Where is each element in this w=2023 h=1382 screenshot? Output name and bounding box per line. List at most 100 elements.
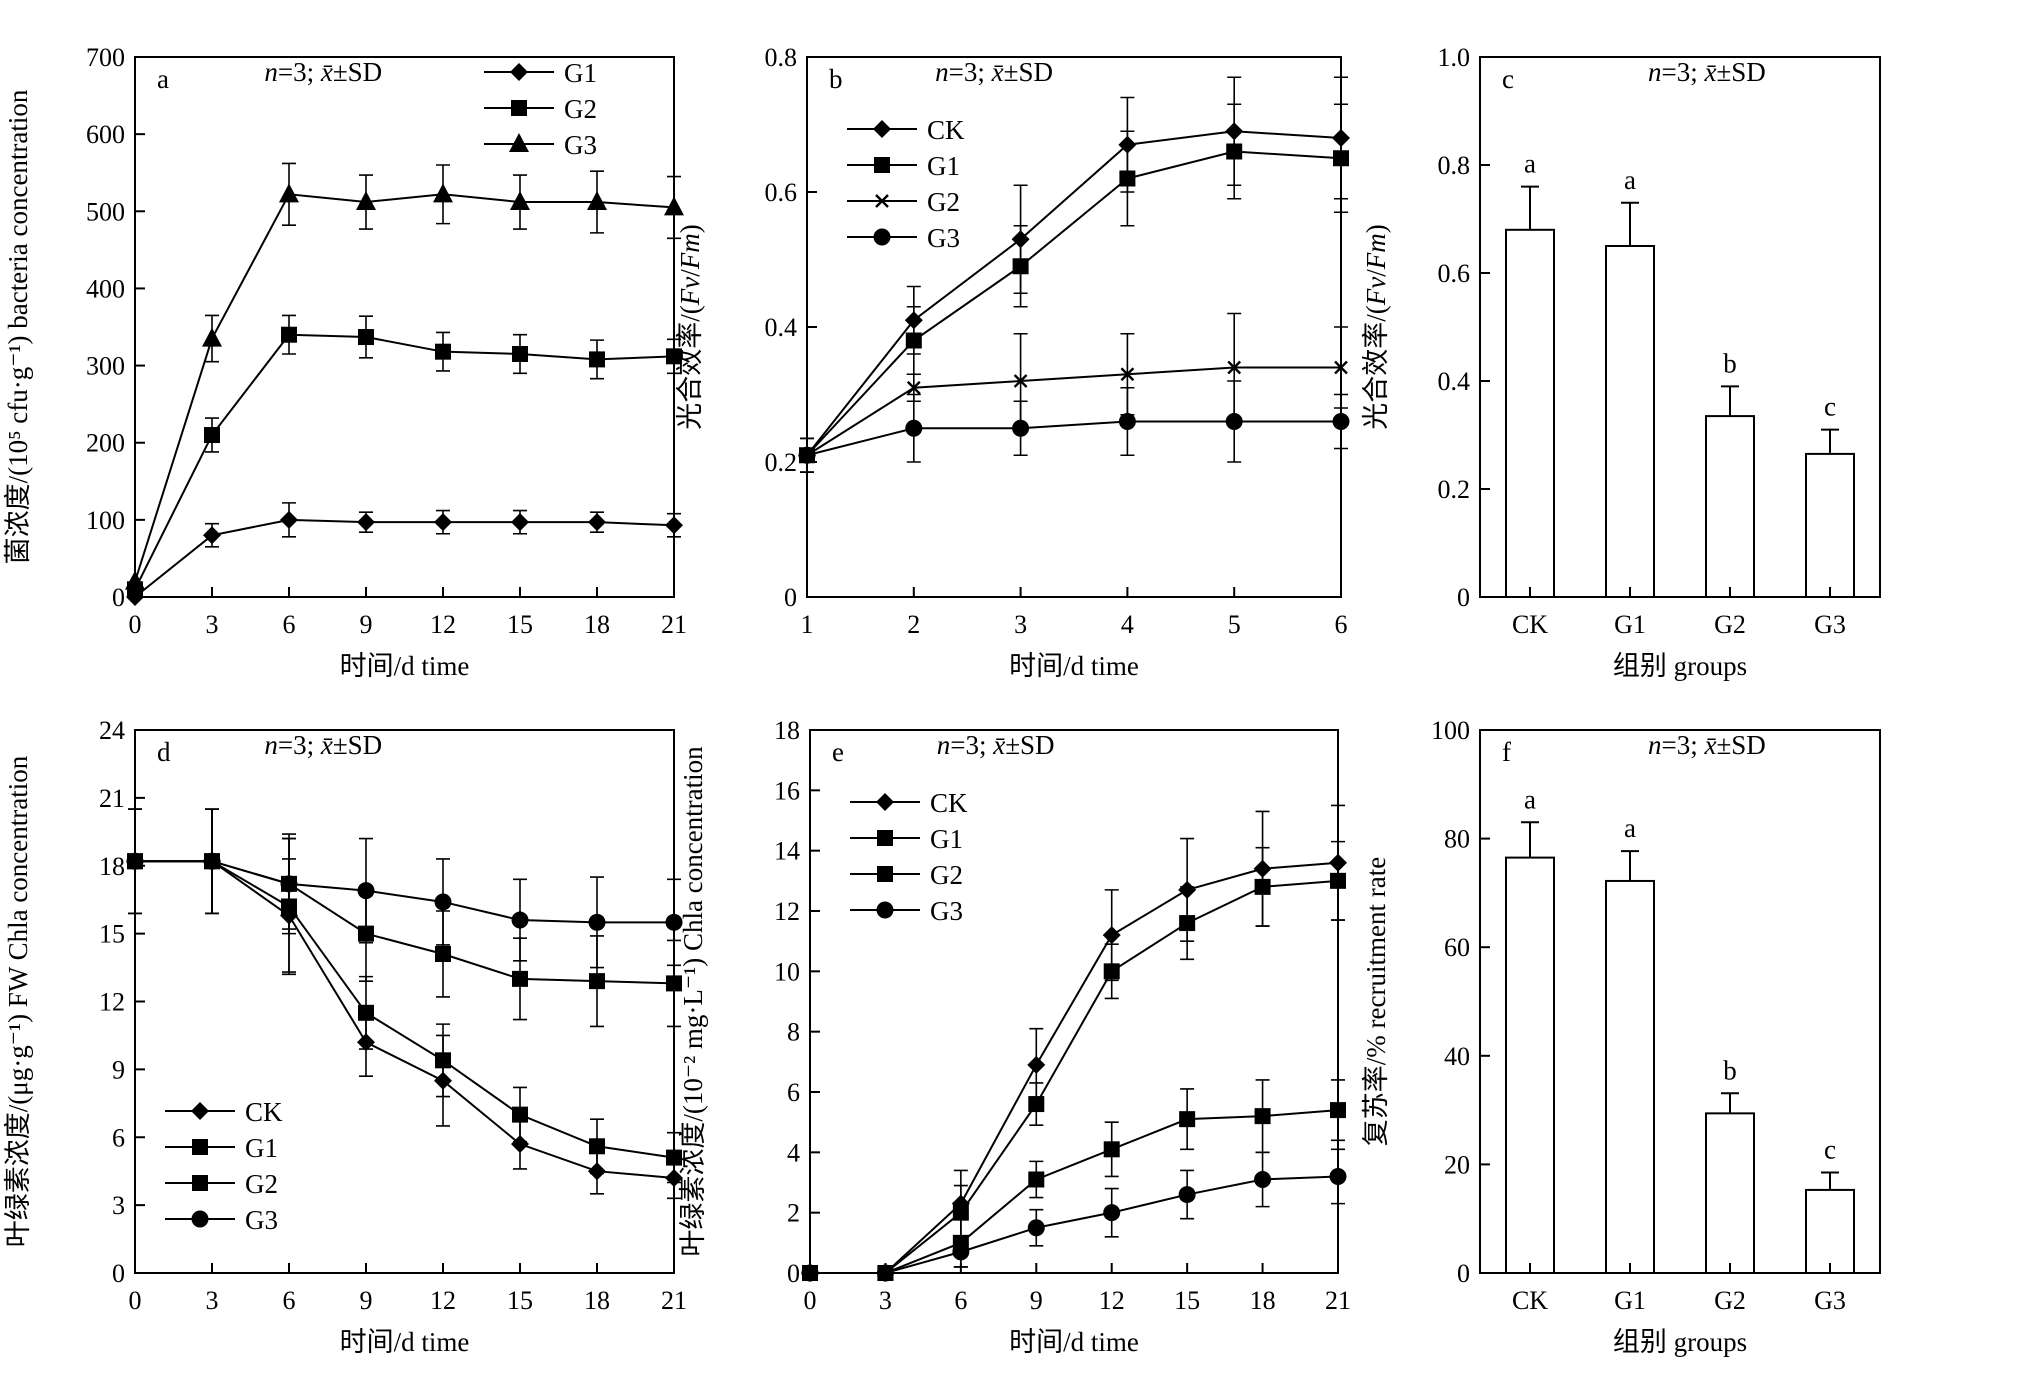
y-tick-label-c: 0.8 xyxy=(1438,151,1471,180)
error-bar xyxy=(1821,428,1839,454)
y-tick-label-b: 0 xyxy=(784,583,797,612)
legend-marker-G2 xyxy=(511,100,527,116)
y-axis-label-d: 叶绿素浓度/(μg·g⁻¹) FW Chla concentration xyxy=(3,755,33,1247)
data-point xyxy=(952,1204,969,1221)
data-point xyxy=(1120,367,1135,382)
legend-label-G1: G1 xyxy=(930,824,963,854)
series-b-G2 xyxy=(800,312,1348,473)
y-tick-label-b: 0.2 xyxy=(765,448,798,477)
y-tick-label-b: 0.8 xyxy=(765,43,798,72)
y-tick-label-d: 6 xyxy=(112,1123,125,1152)
y-tick-label-f: 100 xyxy=(1431,716,1470,745)
data-point xyxy=(665,913,683,931)
legend-marker-G2 xyxy=(192,1175,208,1191)
x-tick-label-a: 9 xyxy=(360,610,373,639)
series-line-CK xyxy=(806,130,1342,456)
bar-G1 xyxy=(1605,245,1655,598)
bar-G3 xyxy=(1805,452,1855,598)
data-point xyxy=(126,852,144,870)
y-tick-label-a: 200 xyxy=(86,429,125,458)
y-tick-label-c: 0.6 xyxy=(1438,259,1471,288)
legend-marker-G2 xyxy=(877,866,893,882)
series-line-G2 xyxy=(134,333,675,590)
legend-label-CK: CK xyxy=(927,115,965,145)
series-line-G3 xyxy=(806,420,1341,457)
data-point xyxy=(511,1135,529,1154)
x-tick-label-b: 2 xyxy=(907,610,920,639)
data-point xyxy=(1334,360,1348,375)
series-line-G3 xyxy=(134,193,675,582)
data-point xyxy=(1329,1167,1347,1185)
x-tick-label-d: 15 xyxy=(507,1286,533,1315)
y-tick-label-e: 12 xyxy=(774,897,800,926)
data-point xyxy=(588,913,606,931)
x-tick-label-e: 15 xyxy=(1174,1286,1200,1315)
data-point xyxy=(203,852,221,870)
data-point xyxy=(434,893,452,911)
legend-label-G2: G2 xyxy=(564,94,597,124)
bar-G3 xyxy=(1805,1188,1855,1275)
data-point xyxy=(1027,1055,1046,1074)
y-axis-label-b: 光合效率/(Fv/Fm) xyxy=(675,224,705,430)
x-tick-label-a: 12 xyxy=(430,610,456,639)
legend-marker-G3 xyxy=(191,1210,209,1228)
legend-label-G3: G3 xyxy=(927,223,960,253)
series-line-G2 xyxy=(810,1109,1339,1274)
y-tick-label-d: 24 xyxy=(99,716,125,745)
data-point xyxy=(1333,150,1349,167)
data-point xyxy=(204,427,220,443)
category-label-G1: G1 xyxy=(1614,610,1646,639)
data-point xyxy=(1028,1171,1045,1188)
data-point xyxy=(435,1052,451,1069)
data-point xyxy=(905,419,923,437)
bar-CK xyxy=(1505,856,1555,1274)
legend-d: CK G1 G2 G3 xyxy=(165,1097,283,1235)
data-point xyxy=(1227,360,1242,375)
panel-d: 0 3 6 9 12 15 18 21 24 0 3 6 9 12 15 18 21 CK G1 G2 G3 d n=3; … xyxy=(3,716,687,1357)
y-tick-label-d: 18 xyxy=(99,852,125,881)
legend-label-G1: G1 xyxy=(927,151,960,181)
data-point xyxy=(1119,170,1136,187)
stat-label-c: n=3; x̄±SD xyxy=(1648,57,1766,87)
y-tick-label-d: 21 xyxy=(99,784,125,813)
y-tick-label-f: 60 xyxy=(1444,933,1470,962)
data-point xyxy=(666,975,682,992)
y-tick-label-e: 16 xyxy=(774,776,800,805)
y-tick-label-a: 700 xyxy=(86,43,125,72)
stat-label-d: n=3; x̄±SD xyxy=(264,730,382,760)
stat-label-f: n=3; x̄±SD xyxy=(1648,730,1766,760)
error-bar xyxy=(1721,1092,1739,1114)
legend-label-CK: CK xyxy=(930,788,968,818)
legend-marker-G3 xyxy=(873,228,891,246)
data-point xyxy=(511,911,529,929)
data-point xyxy=(1027,1219,1045,1237)
data-point xyxy=(1012,419,1030,437)
series-line-G1 xyxy=(806,150,1342,456)
y-tick-label-a: 0 xyxy=(112,583,125,612)
panel-b: 0 0.2 0.4 0.6 0.8 1 2 3 4 5 6 CK G1 G2 G3 b n=3; x̄±SD 时间… xyxy=(675,43,1350,681)
data-point xyxy=(1103,1141,1120,1158)
data-point xyxy=(280,875,298,893)
y-tick-label-e: 10 xyxy=(774,957,800,986)
series-a-G2 xyxy=(127,314,682,598)
stat-label-a: n=3; x̄±SD xyxy=(264,57,382,87)
significance-label: c xyxy=(1824,392,1836,422)
series-line-G2 xyxy=(806,366,1341,457)
legend-label-G1: G1 xyxy=(564,58,597,88)
category-label-CK: CK xyxy=(1512,1286,1548,1315)
y-tick-label-b: 0.4 xyxy=(765,313,798,342)
category-label-G1: G1 xyxy=(1614,1286,1646,1315)
bar-G1 xyxy=(1605,879,1655,1274)
series-line-CK xyxy=(135,860,675,1179)
x-tick-label-d: 3 xyxy=(206,1286,219,1315)
legend-label-G2: G2 xyxy=(930,860,963,890)
significance-label: a xyxy=(1524,149,1536,179)
data-point xyxy=(512,346,528,362)
legend-label-G3: G3 xyxy=(930,896,963,926)
data-point xyxy=(589,351,605,368)
data-point xyxy=(358,1004,374,1021)
data-point xyxy=(1103,1204,1121,1222)
legend-b: CK G1 G2 G3 xyxy=(847,115,965,253)
data-point xyxy=(905,332,922,349)
x-axis-label-b: 时间/d time xyxy=(1009,651,1139,681)
